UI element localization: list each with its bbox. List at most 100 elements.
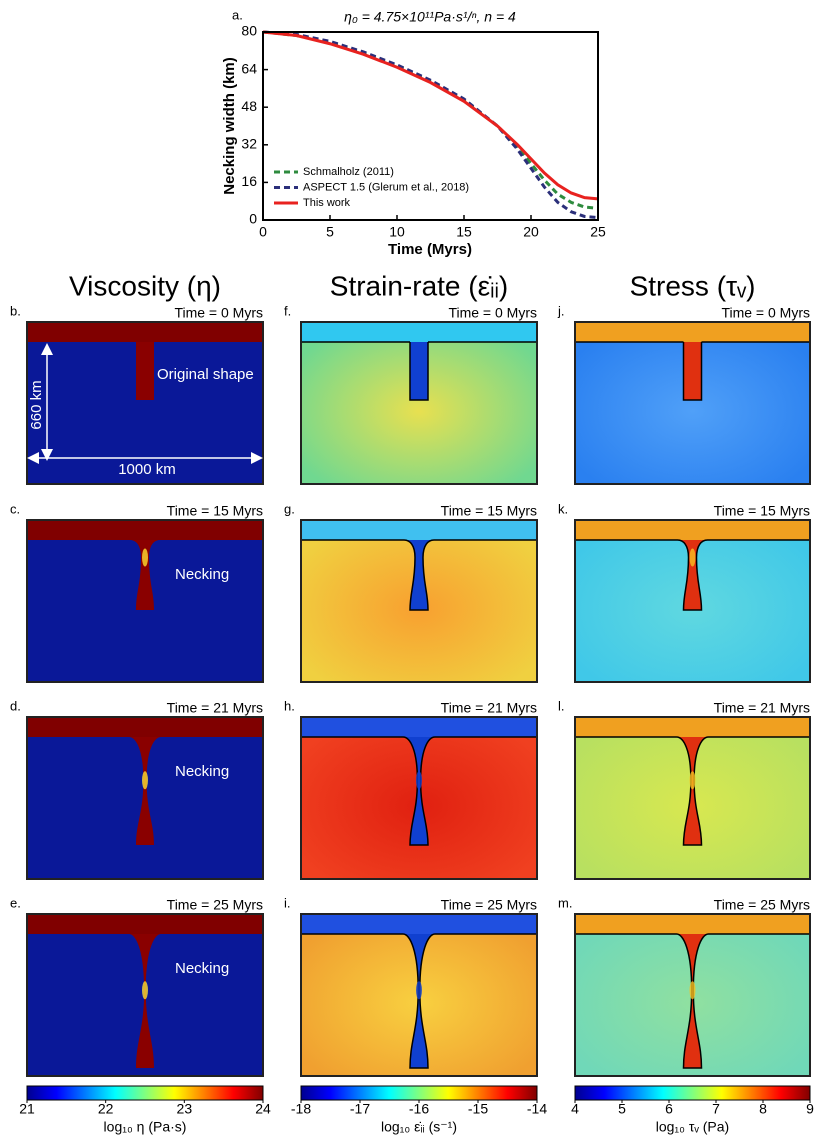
time-label: Time = 0 Myrs [448,305,537,321]
panel-label: k. [558,501,568,516]
slab-neck [676,933,709,1069]
neck-hotspot [416,981,422,1000]
colorbar-tick-label: 21 [19,1101,35,1117]
colorbar-tick-label: 9 [806,1101,814,1117]
panel-frame [574,716,811,880]
field-panel [574,913,811,1077]
colorbar-tick-label: -18 [291,1101,311,1117]
slab-neck [129,737,161,845]
panel-label: i. [284,895,291,910]
lithosphere [575,914,810,934]
time-label: Time = 21 Myrs [441,700,537,716]
x-tick-label: 0 [259,224,267,240]
panel-frame [300,913,538,1077]
column-title: Strain-rate (ε̇ᵢᵢ) [330,270,508,301]
chart-title: η₀ = 4.75×10¹¹Pa·s¹/ⁿ, n = 4 [344,9,516,25]
lithosphere [27,322,263,342]
slab-neck [402,933,436,1069]
panel-frame [26,913,264,1077]
slab-neck [677,539,708,611]
colorbar-tick-label: 7 [712,1101,720,1117]
neck-hotspot [416,548,422,567]
time-label: Time = 21 Myrs [167,700,263,716]
lithosphere [27,914,263,934]
panel-frame [574,913,811,1077]
x-tick-label: 10 [389,224,405,240]
panel-frame [26,519,264,683]
lithosphere [575,717,810,737]
slab-neck [676,736,709,846]
panel-frame [574,519,811,683]
legend-label: Schmalholz (2011) [303,166,394,178]
column-title: Viscosity (η) [69,270,221,301]
scale-label: 660 km [28,380,45,429]
colorbar-tick-label: -17 [350,1101,370,1117]
colorbar-tick-label: 22 [98,1101,114,1117]
y-tick-label: 32 [241,136,257,152]
panel-label: c. [10,501,20,516]
colorbar-tick-label: -16 [409,1101,429,1117]
neck-hotspot [689,981,696,1000]
line-series [262,30,599,201]
scale-label: 1000 km [118,461,176,478]
neck-hotspot [142,771,148,790]
panel-label: f. [284,303,291,318]
panel-frame [300,716,538,880]
lithosphere [301,914,537,934]
slab-neck [682,342,703,401]
panel-label: h. [284,698,295,713]
x-axis-label: Time (Myrs) [388,241,472,258]
plot-frame [262,31,599,221]
lithosphere [301,520,537,540]
annotation: Necking [175,763,229,780]
colorbar-tick-label: 5 [618,1101,626,1117]
colorbar-tick-label: 8 [759,1101,767,1117]
colorbar-tick-label: 4 [571,1101,579,1117]
panel-frame [26,716,264,880]
colorbar [574,1085,811,1101]
y-tick-label: 80 [241,23,257,39]
colorbar [26,1085,264,1101]
x-tick-label: 15 [456,224,472,240]
colorbar [300,1085,538,1101]
time-label: Time = 25 Myrs [714,897,810,913]
colorbar-label: log₁₀ ε̇ᵢᵢ (s⁻¹) [381,1119,457,1135]
panel-label: d. [10,698,21,713]
field-panel [26,321,264,485]
panel-frame [574,321,811,485]
field-panel [26,913,264,1077]
panel-label: g. [284,501,295,516]
slab-neck [402,736,436,846]
x-tick-label: 20 [523,224,539,240]
slab-neck [129,934,161,1068]
panel-label: l. [558,698,565,713]
time-label: Time = 0 Myrs [174,305,263,321]
time-label: Time = 0 Myrs [721,305,810,321]
field-panel [26,519,264,683]
panel-label: a. [232,7,243,22]
time-label: Time = 21 Myrs [714,700,810,716]
time-label: Time = 15 Myrs [714,503,810,519]
annotation: Necking [175,960,229,977]
legend-label: ASPECT 1.5 (Glerum et al., 2018) [303,181,469,193]
field-panel [26,716,264,880]
field-panel [574,321,811,485]
field-panel [300,321,538,485]
field-panel [574,519,811,683]
y-axis-label: Necking width (km) [221,57,238,195]
time-label: Time = 15 Myrs [167,503,263,519]
lithosphere [27,520,263,540]
panel-frame [300,519,538,683]
time-label: Time = 25 Myrs [441,897,537,913]
panel-frame [300,321,538,485]
y-tick-label: 64 [241,60,257,76]
panel-label: j. [557,303,565,318]
lithosphere [301,322,537,342]
slab-neck [403,539,435,611]
time-label: Time = 25 Myrs [167,897,263,913]
colorbar-label: log₁₀ τᵥ (Pa) [656,1119,729,1135]
lithosphere [575,322,810,342]
field-panel [574,716,811,880]
y-tick-label: 48 [241,98,257,114]
